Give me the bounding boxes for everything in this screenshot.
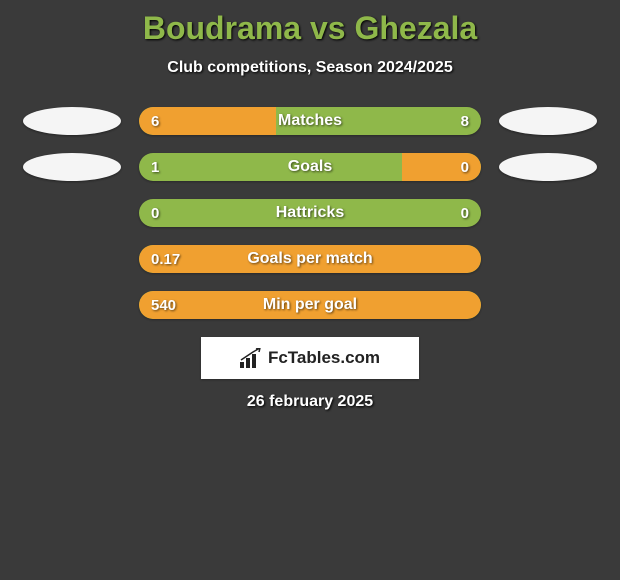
page-subtitle: Club competitions, Season 2024/2025 <box>0 59 620 77</box>
stat-bar: 6Matches8 <box>139 107 481 135</box>
stat-row: 6Matches8 <box>0 107 620 135</box>
stat-row: 1Goals0 <box>0 153 620 181</box>
stat-bar: 1Goals0 <box>139 153 481 181</box>
page-title: Boudrama vs Ghezala <box>0 10 620 47</box>
stat-row: 540Min per goal <box>0 291 620 319</box>
stat-value-right: 8 <box>461 113 469 130</box>
stat-row: 0.17Goals per match <box>0 245 620 273</box>
stat-label: Matches <box>139 112 481 130</box>
logo-box: FcTables.com <box>201 337 419 379</box>
fctables-logo-icon <box>240 348 262 368</box>
stat-value-right: 0 <box>461 205 469 222</box>
player-indicator-right <box>499 153 597 181</box>
stat-label: Min per goal <box>139 296 481 314</box>
stats-list: 6Matches81Goals00Hattricks00.17Goals per… <box>0 107 620 319</box>
stat-label: Hattricks <box>139 204 481 222</box>
stat-label: Goals per match <box>139 250 481 268</box>
stat-bar: 0Hattricks0 <box>139 199 481 227</box>
player-indicator-left <box>23 107 121 135</box>
footer-date: 26 february 2025 <box>0 393 620 411</box>
stat-row: 0Hattricks0 <box>0 199 620 227</box>
logo-text: FcTables.com <box>268 348 380 368</box>
infographic-container: Boudrama vs Ghezala Club competitions, S… <box>0 0 620 411</box>
stat-bar: 0.17Goals per match <box>139 245 481 273</box>
stat-value-right: 0 <box>461 159 469 176</box>
player-indicator-right <box>499 107 597 135</box>
stat-label: Goals <box>139 158 481 176</box>
stat-bar: 540Min per goal <box>139 291 481 319</box>
player-indicator-left <box>23 153 121 181</box>
